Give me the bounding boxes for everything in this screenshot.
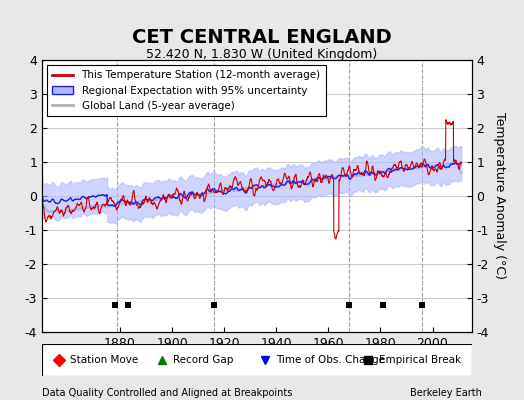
Text: Empirical Break: Empirical Break [379,355,461,365]
Text: Record Gap: Record Gap [173,355,233,365]
Text: Berkeley Earth: Berkeley Earth [410,388,482,398]
Text: Data Quality Controlled and Aligned at Breakpoints: Data Quality Controlled and Aligned at B… [42,388,292,398]
Text: Time of Obs. Change: Time of Obs. Change [276,355,385,365]
FancyBboxPatch shape [42,344,472,376]
Legend: This Temperature Station (12-month average), Regional Expectation with 95% uncer: This Temperature Station (12-month avera… [47,65,326,116]
Text: Station Move: Station Move [70,355,138,365]
Text: 52.420 N, 1.830 W (United Kingdom): 52.420 N, 1.830 W (United Kingdom) [146,48,378,61]
Text: CET CENTRAL ENGLAND: CET CENTRAL ENGLAND [132,28,392,47]
Y-axis label: Temperature Anomaly (°C): Temperature Anomaly (°C) [493,112,506,280]
